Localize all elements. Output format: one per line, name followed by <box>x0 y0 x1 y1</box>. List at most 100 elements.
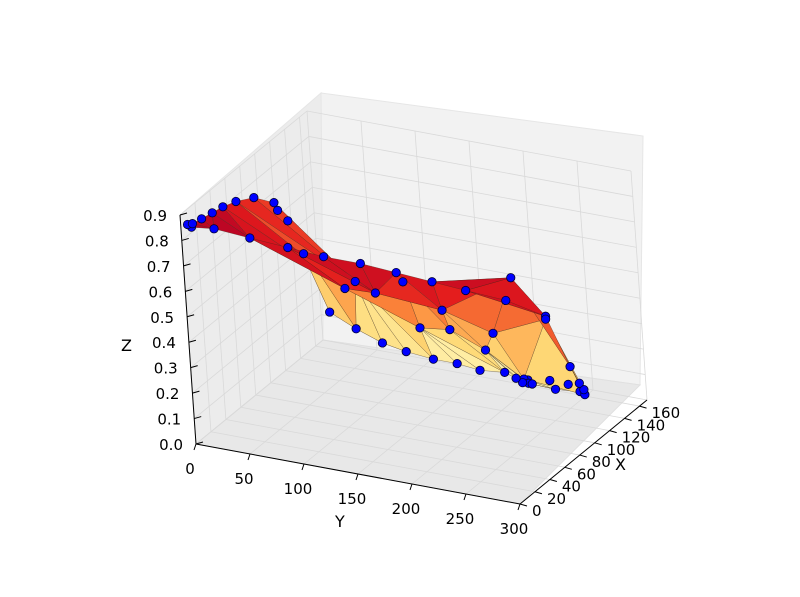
y-tick-mark <box>463 493 467 501</box>
grid-line-left-z <box>193 314 322 419</box>
data-point <box>518 378 528 388</box>
surface-triangle <box>431 277 511 291</box>
data-point <box>350 276 360 287</box>
data-point <box>428 354 438 364</box>
x-tick-label: 20 <box>547 490 566 508</box>
y-tick-label: 100 <box>284 480 313 498</box>
data-point <box>377 338 388 348</box>
y-tick-label: 50 <box>234 470 253 488</box>
grid-line-back-y <box>576 160 594 391</box>
data-point <box>391 268 401 278</box>
x-tick-mark <box>534 491 543 495</box>
grid-line-left-x <box>194 202 212 432</box>
grid-line-floor-x <box>270 382 595 444</box>
grid-line-floor-x <box>210 431 536 493</box>
data-point <box>283 216 293 226</box>
y-tick-label: 250 <box>446 510 475 528</box>
data-point <box>545 375 555 386</box>
y-tick-mark <box>301 463 305 471</box>
data-point <box>187 219 198 229</box>
grid-line-floor-x <box>255 394 580 456</box>
data-point <box>283 242 293 253</box>
x-axis-line <box>519 399 648 505</box>
grid-line-left-x <box>269 141 287 371</box>
data-point <box>209 224 219 234</box>
z-tick-mark <box>194 416 202 420</box>
z-tick-mark <box>188 339 197 343</box>
z-tick-label: 0.1 <box>157 411 181 429</box>
grid-line-floor-x <box>300 357 625 419</box>
data-point <box>550 384 561 394</box>
grid-line-back-z <box>315 237 640 299</box>
z-tick-label: 0.8 <box>145 232 169 250</box>
grid-line-floor-y <box>411 379 540 485</box>
surface-triangle <box>249 237 346 289</box>
z-axis-line <box>179 214 197 445</box>
y-tick-label: 0 <box>185 460 195 478</box>
surface-triangle <box>211 212 250 239</box>
data-point <box>574 378 584 388</box>
data-point <box>506 273 516 283</box>
data-point <box>563 379 573 389</box>
grid-line-left-z <box>192 288 320 394</box>
data-point <box>488 328 498 338</box>
grid-line-back-y <box>630 170 648 401</box>
z-tick-mark <box>179 212 188 216</box>
y-tick-mark <box>193 443 197 451</box>
data-point <box>437 305 447 315</box>
z-tick-label: 0.6 <box>148 283 172 301</box>
data-point <box>445 324 455 335</box>
x-tick-label: 40 <box>562 478 581 496</box>
y-tick-mark <box>247 453 251 461</box>
axis-labels: X Y Z <box>121 336 626 531</box>
data-point <box>370 288 380 298</box>
x-tick-label: 60 <box>577 465 596 483</box>
x-tick-label: 100 <box>607 441 636 459</box>
z-tick-label: 0.5 <box>150 309 174 327</box>
y-axis-label: Y <box>334 512 345 531</box>
grid-line-back-y <box>306 110 324 341</box>
data-point <box>501 295 511 306</box>
data-point <box>340 283 350 294</box>
grid-line-left-z <box>179 110 308 216</box>
grid-line-floor-y <box>465 389 594 495</box>
y-tick-mark <box>517 503 521 511</box>
y-tick-mark <box>355 473 359 481</box>
z-tick-mark <box>190 365 198 369</box>
grid-line-back-z <box>314 212 639 274</box>
x-tick-mark <box>519 503 528 507</box>
grid-line-floor-y <box>249 349 378 455</box>
data-point <box>355 258 365 269</box>
grid-line-left-z <box>195 339 324 445</box>
data-point <box>196 214 207 224</box>
surface-triangle <box>359 263 397 294</box>
data-point <box>249 192 259 203</box>
grid-line-back-z <box>312 186 637 248</box>
data-point <box>319 252 329 262</box>
grid-line-back-z <box>308 136 633 197</box>
y-tick-mark <box>409 483 413 491</box>
grid-line-floor-y <box>357 369 486 475</box>
grid-line-left-x <box>299 117 316 347</box>
x-tick-mark <box>564 466 572 470</box>
grid-line-floor-x <box>240 406 565 468</box>
grid-line-left-x <box>254 153 272 383</box>
data-point <box>401 347 411 357</box>
data-markers <box>182 192 590 400</box>
z-tick-label: 0.4 <box>152 334 176 352</box>
data-point <box>415 323 425 333</box>
data-point <box>207 208 217 218</box>
x-tick-mark <box>594 442 602 446</box>
grid-line-back-z <box>310 161 635 223</box>
z-tick-mark <box>186 314 195 318</box>
data-point <box>461 285 471 296</box>
data-point <box>218 202 228 212</box>
grid-line-back-z <box>306 110 632 172</box>
y-tick-label: 200 <box>392 500 421 518</box>
data-point <box>231 196 241 207</box>
z-tick-label: 0.7 <box>147 258 171 276</box>
x-tick-mark <box>609 430 617 434</box>
y-tick-label: 150 <box>338 490 367 508</box>
data-point <box>475 365 485 375</box>
data-point <box>565 362 575 372</box>
